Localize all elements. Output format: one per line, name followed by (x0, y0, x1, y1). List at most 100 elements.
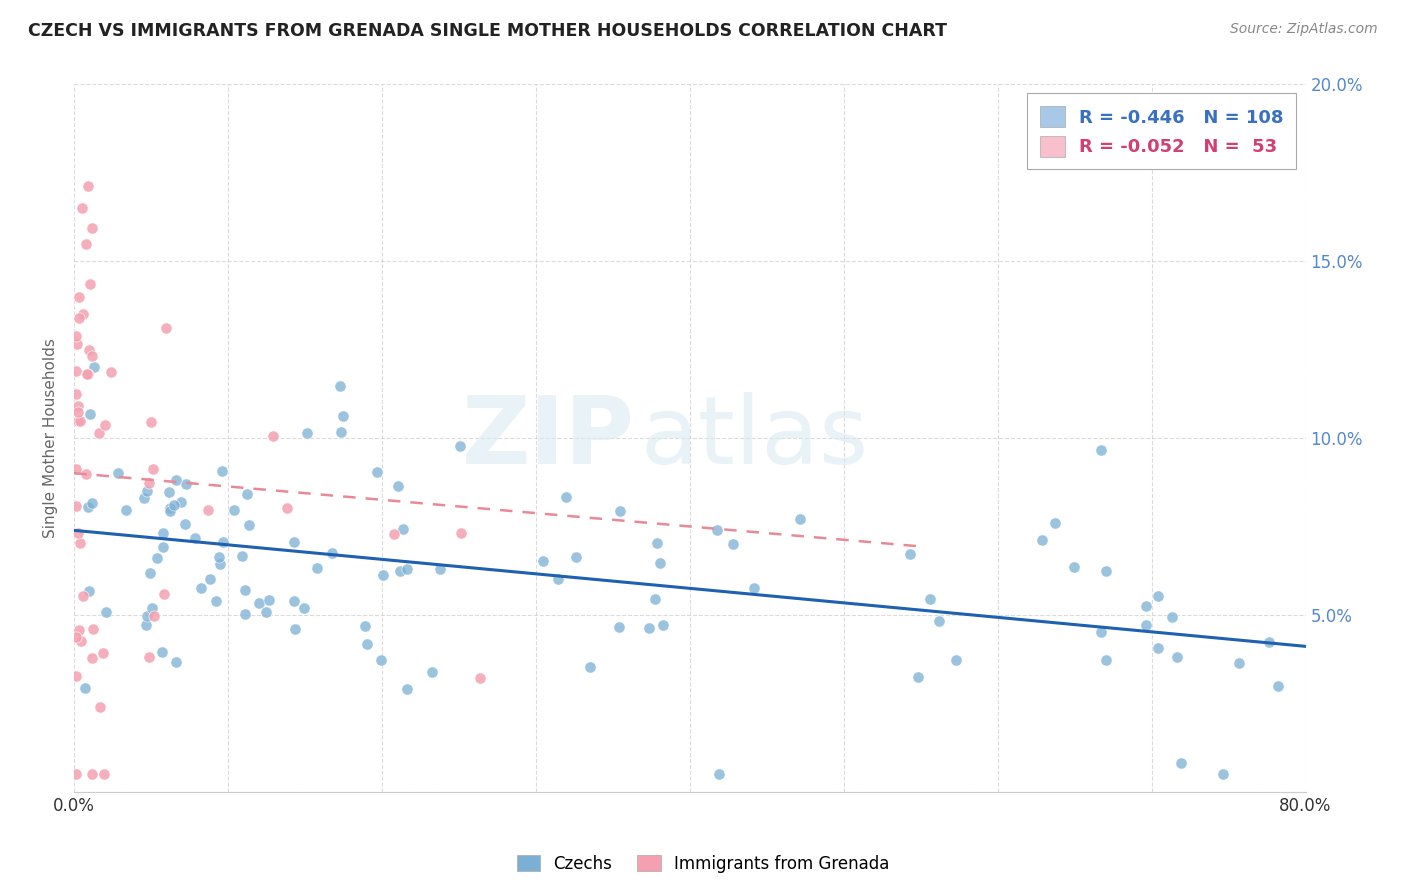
Point (321, 546, 343, 560)
Point (233, 607, 256, 621)
Point (422, 665, 444, 680)
Point (150, 645, 173, 659)
Point (429, 562, 451, 576)
Point (231, 549, 253, 563)
Point (1090, 625, 1112, 640)
Point (259, 592, 281, 607)
Point (75, 467, 97, 481)
Point (155, 321, 177, 335)
Point (531, 554, 554, 568)
Point (209, 557, 232, 571)
Point (174, 477, 197, 491)
Point (204, 594, 226, 608)
Point (1090, 442, 1112, 457)
Point (67, 290, 90, 304)
Point (233, 582, 256, 597)
Point (579, 660, 602, 674)
Point (67, 414, 90, 428)
Point (65, 364, 87, 378)
Point (70, 634, 93, 648)
Point (197, 503, 219, 517)
Point (329, 379, 352, 393)
Point (135, 484, 157, 499)
Point (162, 498, 184, 512)
Point (72, 307, 94, 321)
Point (382, 527, 405, 541)
Point (276, 501, 298, 516)
Point (100, 366, 122, 380)
Point (69, 536, 91, 550)
Point (222, 502, 245, 516)
Point (652, 618, 675, 632)
Point (80, 651, 103, 665)
Point (366, 465, 388, 479)
Point (565, 550, 588, 565)
Text: atlas: atlas (641, 392, 869, 484)
Point (920, 592, 942, 607)
Point (79, 407, 101, 421)
Point (706, 523, 728, 537)
Point (77, 583, 100, 598)
Point (65, 630, 87, 644)
Point (69, 414, 91, 428)
Point (152, 540, 174, 554)
Point (141, 462, 163, 476)
Point (65, 462, 87, 476)
Point (93, 417, 115, 432)
Point (370, 653, 392, 667)
Point (284, 622, 307, 636)
Point (1146, 641, 1168, 656)
Point (742, 581, 765, 595)
Point (77, 368, 100, 382)
Point (707, 767, 730, 781)
Text: ZIP: ZIP (461, 392, 634, 484)
Point (82, 622, 104, 636)
Point (170, 495, 193, 509)
Point (173, 517, 195, 532)
Point (91, 647, 114, 661)
Point (371, 567, 394, 582)
Point (135, 618, 157, 632)
Point (159, 503, 181, 517)
Point (66, 404, 89, 418)
Point (638, 621, 661, 635)
Point (79, 343, 101, 357)
Point (609, 504, 631, 518)
Point (77, 500, 100, 515)
Point (262, 429, 284, 443)
Point (66, 400, 89, 414)
Point (283, 594, 305, 608)
Point (208, 550, 231, 565)
Point (75, 236, 97, 251)
Point (789, 512, 811, 526)
Point (183, 531, 205, 545)
Point (72, 589, 94, 603)
Point (96, 605, 118, 619)
Point (139, 566, 162, 581)
Point (721, 536, 744, 550)
Point (254, 605, 277, 619)
Point (356, 637, 378, 651)
Point (89, 700, 111, 714)
Point (77, 179, 100, 194)
Point (79, 277, 101, 291)
Point (152, 525, 174, 540)
Point (1095, 653, 1118, 667)
Point (1043, 516, 1066, 530)
Point (645, 536, 668, 550)
Point (388, 564, 411, 578)
Point (1166, 650, 1188, 665)
Point (1135, 617, 1157, 632)
Point (139, 416, 162, 430)
Point (945, 653, 967, 667)
Point (295, 425, 318, 440)
Point (396, 562, 419, 576)
Point (236, 487, 259, 501)
Point (555, 490, 578, 504)
Point (136, 609, 159, 624)
Point (648, 556, 671, 570)
Point (1258, 634, 1281, 648)
Point (928, 614, 950, 628)
Point (1063, 559, 1085, 574)
Point (76, 367, 98, 381)
